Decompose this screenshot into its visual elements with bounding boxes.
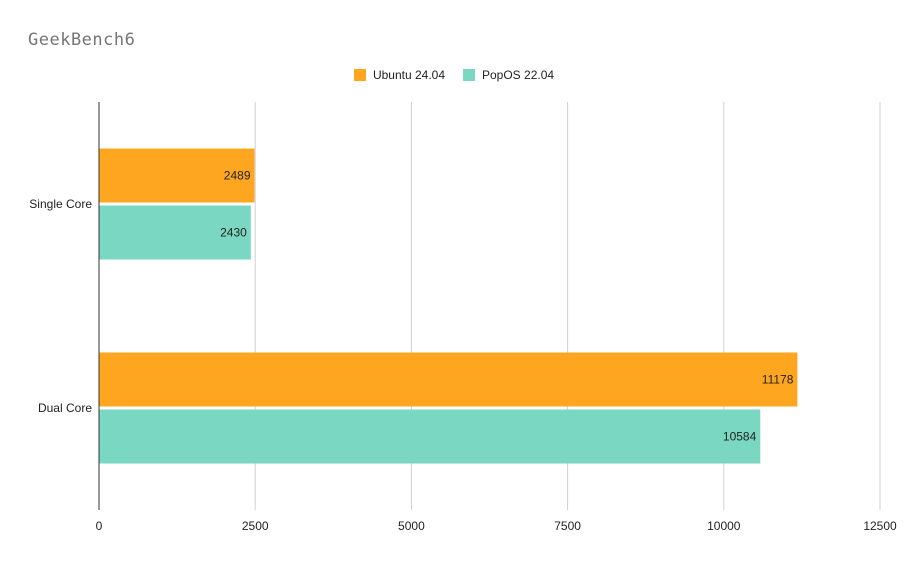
- data-label-dual-core-popos-22-04: 10584: [723, 430, 757, 444]
- legend-item-ubuntu[interactable]: Ubuntu 24.04: [353, 68, 445, 82]
- data-label-single-core-ubuntu-24-04: 2489: [224, 169, 251, 183]
- bar-dual-core-popos-22-04: [99, 409, 761, 464]
- category-label-dual-core: Dual Core: [38, 401, 92, 415]
- chart-legend: Ubuntu 24.04 PopOS 22.04: [0, 68, 908, 82]
- data-label-single-core-popos-22-04: 2430: [220, 226, 247, 240]
- legend-swatch-popos: [463, 69, 475, 81]
- data-label-dual-core-ubuntu-24-04: 11178: [762, 373, 794, 387]
- legend-swatch-ubuntu: [353, 69, 366, 81]
- bar-dual-core-ubuntu-24-04: [99, 352, 798, 407]
- bar-single-core-ubuntu-24-04: [99, 148, 255, 203]
- x-tick-label-10000: 10000: [707, 519, 741, 533]
- x-tick-label-12500: 12500: [863, 519, 897, 533]
- x-tick-label-7500: 7500: [554, 519, 581, 533]
- x-tick-label-2500: 2500: [242, 519, 269, 533]
- legend-label-ubuntu: Ubuntu 24.04: [372, 68, 445, 82]
- x-tick-label-5000: 5000: [398, 519, 425, 533]
- x-tick-label-0: 0: [96, 519, 103, 533]
- chart-title: GeekBench6: [28, 30, 136, 50]
- bar-single-core-popos-22-04: [99, 205, 251, 260]
- legend-label-popos: PopOS 22.04: [482, 68, 555, 82]
- legend-item-popos[interactable]: PopOS 22.04: [463, 68, 554, 82]
- category-label-single-core: Single Core: [29, 197, 92, 211]
